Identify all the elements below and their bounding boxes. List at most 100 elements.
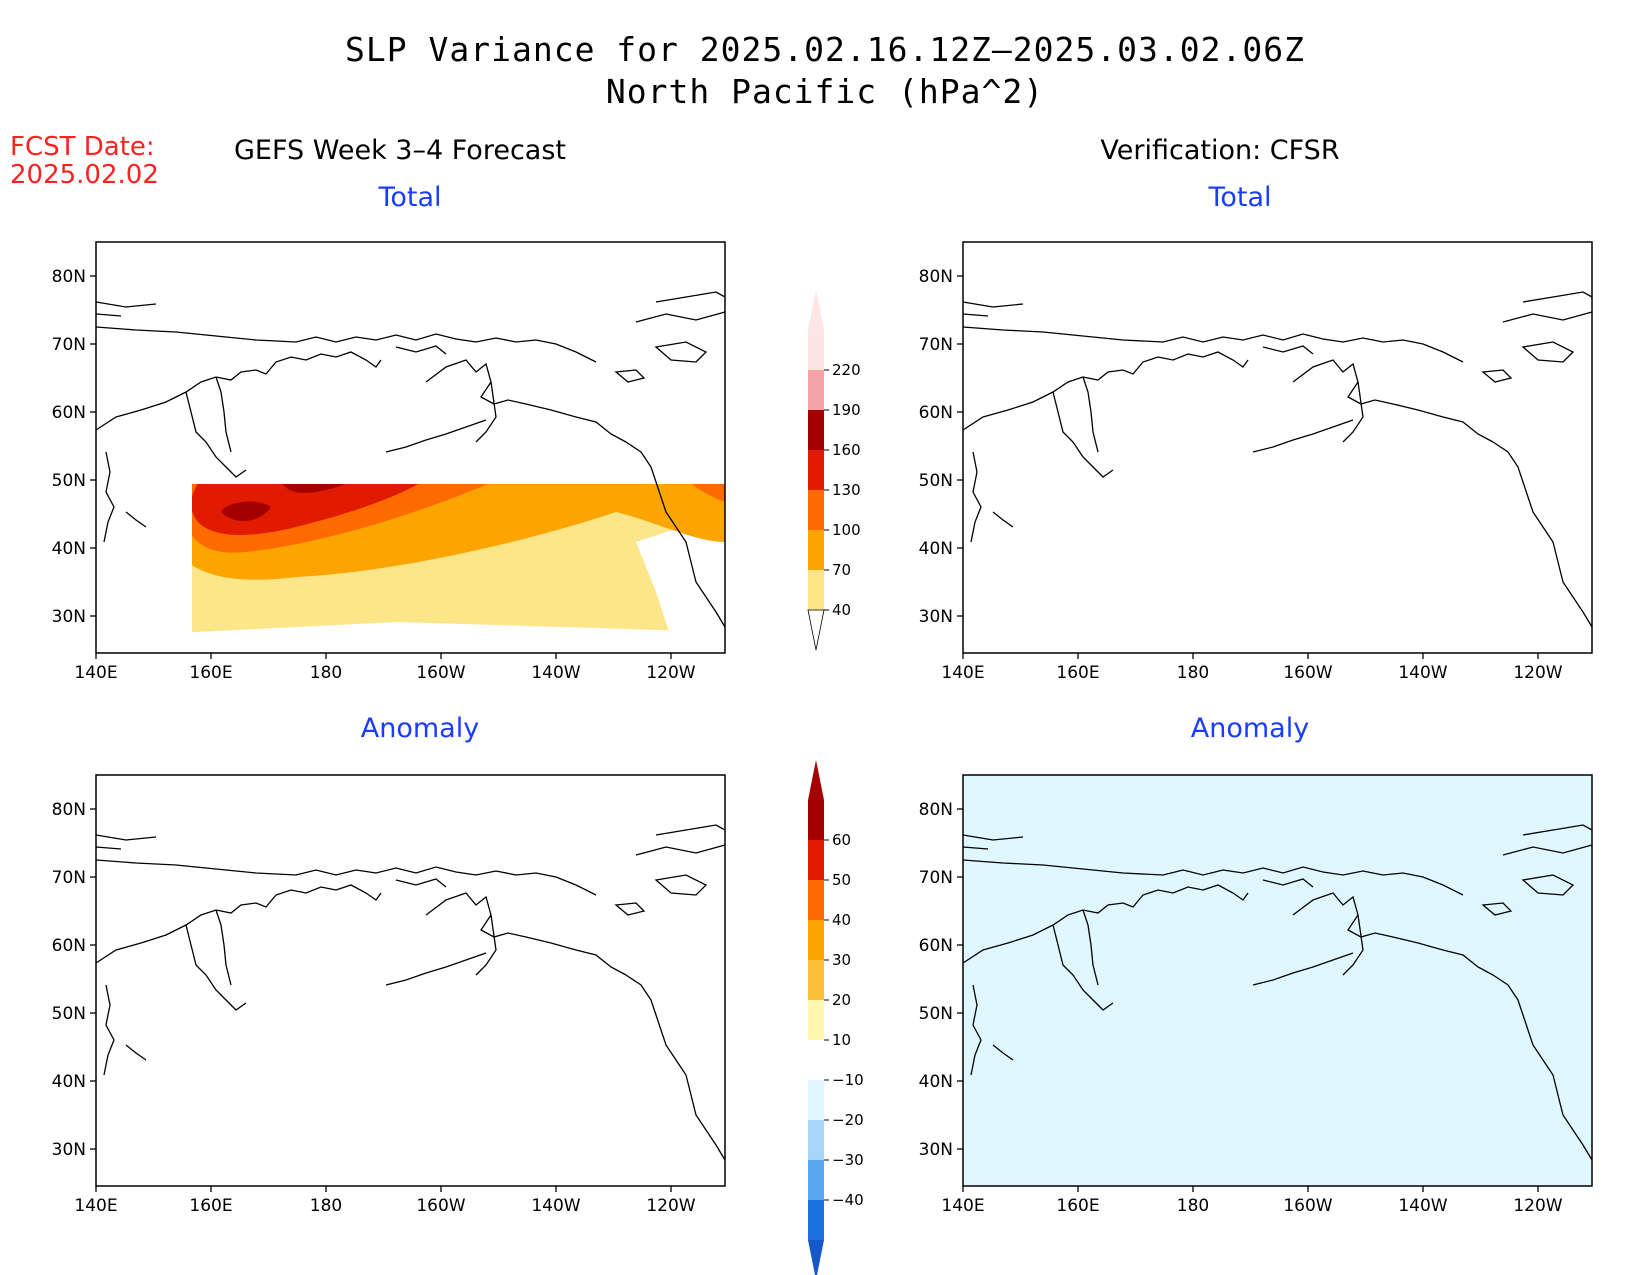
lon-tick-label: 140E: [941, 1196, 984, 1216]
colorbar-anomaly-label: −40: [832, 1191, 864, 1209]
lat-tick-label: 60N: [919, 403, 953, 423]
fcst-date: 2025.02.02: [10, 160, 159, 190]
colorbar-anomaly-swatch: [808, 840, 824, 880]
colorbar-anomaly-label: −10: [832, 1071, 864, 1089]
fcst-label: FCST Date:: [10, 132, 155, 162]
lon-tick-label: 180: [1177, 663, 1209, 683]
lat-tick-label: 80N: [52, 800, 86, 820]
lat-tick-label: 50N: [52, 471, 86, 491]
panel-label-total-right: Total: [1208, 182, 1272, 213]
lat-tick-label: 70N: [919, 868, 953, 888]
colorbar-anomaly-label: −20: [832, 1111, 864, 1129]
lon-tick-label: 140E: [74, 1196, 117, 1216]
colorbar-anomaly: 60 50 40 30 20 10 −10 −20 −30 −40: [808, 760, 864, 1275]
lat-tick-label: 40N: [52, 539, 86, 559]
panel-label-total-left: Total: [378, 182, 442, 213]
lon-tick-label: 160W: [1283, 663, 1332, 683]
colorbar-anomaly-label: 50: [832, 871, 851, 889]
map-gefs-total: [95, 241, 726, 654]
colorbar-anomaly-swatch: [808, 1160, 824, 1200]
map-gefs-anomaly: [95, 774, 726, 1187]
colorbar-anomaly-swatch: [808, 1120, 824, 1160]
colorbar-anomaly-swatch: [808, 800, 824, 840]
lon-tick-label: 160W: [416, 1196, 465, 1216]
colorbar-total-swatch: [808, 410, 824, 450]
lat-tick-label: 80N: [52, 267, 86, 287]
map-cfsr-anomaly: [962, 774, 1593, 1187]
colorbar-total-swatch: [808, 330, 824, 370]
lon-tick-label: 160W: [1283, 1196, 1332, 1216]
colorbar-anomaly-label: 60: [832, 831, 851, 849]
colorbar-total: 40 70 100 130 160 190 220: [807, 290, 861, 651]
colorbar-anomaly-label: 30: [832, 951, 851, 969]
colorbar-total-label: 220: [832, 361, 861, 379]
lon-tick-label: 140W: [531, 663, 580, 683]
lat-tick-label: 80N: [919, 267, 953, 287]
lat-tick-label: 50N: [52, 1004, 86, 1024]
lon-tick-label: 160W: [416, 663, 465, 683]
lat-tick-label: 30N: [52, 607, 86, 627]
colorbar-total-label: 40: [832, 601, 851, 619]
lon-tick-label: 160E: [1056, 663, 1099, 683]
map-cfsr-total: [962, 241, 1593, 654]
lon-tick-label: 180: [310, 663, 342, 683]
right-column-title: Verification: CFSR: [1100, 135, 1340, 166]
lon-tick-label: 140E: [941, 663, 984, 683]
lon-tick-label: 140W: [531, 1196, 580, 1216]
colorbar-total-label: 160: [832, 441, 861, 459]
colorbar-total-swatch: [808, 450, 824, 490]
lat-tick-label: 60N: [52, 936, 86, 956]
lon-tick-label: 120W: [646, 1196, 695, 1216]
lat-tick-label: 50N: [919, 471, 953, 491]
lon-tick-label: 180: [310, 1196, 342, 1216]
axes-layer: 80N 70N 60N 50N 40N 30N 140E 160E 180 160W 140W 120…: [52, 267, 1563, 1216]
lon-tick-label: 160E: [1056, 1196, 1099, 1216]
colorbar-total-swatch: [808, 530, 824, 570]
colorbar-anomaly-swatch: [808, 1080, 824, 1120]
lon-tick-label: 140E: [74, 663, 117, 683]
lat-tick-label: 70N: [52, 335, 86, 355]
lon-tick-label: 160E: [189, 1196, 232, 1216]
colorbar-total-swatch: [808, 570, 824, 610]
lat-tick-label: 40N: [52, 1072, 86, 1092]
colorbar-anomaly-label: −30: [832, 1151, 864, 1169]
colorbar-total-swatch: [808, 490, 824, 530]
lon-tick-label: 120W: [646, 663, 695, 683]
lat-tick-label: 60N: [919, 936, 953, 956]
colorbar-total-label: 100: [832, 521, 861, 539]
colorbar-anomaly-label: 40: [832, 911, 851, 929]
colorbar-anomaly-swatch: [808, 1200, 824, 1240]
lat-tick-label: 80N: [919, 800, 953, 820]
colorbar-anomaly-swatch: [808, 960, 824, 1000]
left-column-title: GEFS Week 3–4 Forecast: [233, 135, 566, 166]
main-subtitle: North Pacific (hPa^2): [605, 72, 1045, 111]
colorbar-total-label: 190: [832, 401, 861, 419]
colorbar-total-label: 130: [832, 481, 861, 499]
lon-tick-label: 140W: [1398, 663, 1447, 683]
lon-tick-label: 120W: [1513, 1196, 1562, 1216]
colorbar-total-label: 70: [832, 561, 851, 579]
lon-tick-label: 180: [1177, 1196, 1209, 1216]
lat-tick-label: 40N: [919, 1072, 953, 1092]
lat-tick-label: 30N: [919, 1140, 953, 1160]
colorbar-anomaly-swatch: [808, 1000, 824, 1040]
colorbar-anomaly-label: 20: [832, 991, 851, 1009]
main-title: SLP Variance for 2025.02.16.12Z–2025.03.…: [345, 30, 1305, 69]
colorbar-anomaly-swatch: [808, 1040, 824, 1080]
colorbar-anomaly-label: 10: [832, 1031, 851, 1049]
colorbar-total-swatch: [808, 370, 824, 410]
lat-tick-label: 50N: [919, 1004, 953, 1024]
colorbar-anomaly-swatch: [808, 920, 824, 960]
lon-tick-label: 160E: [189, 663, 232, 683]
panel-label-anomaly-right: Anomaly: [1190, 713, 1310, 744]
lat-tick-label: 70N: [919, 335, 953, 355]
lat-tick-label: 70N: [52, 868, 86, 888]
lat-tick-label: 40N: [919, 539, 953, 559]
lat-tick-label: 30N: [52, 1140, 86, 1160]
colorbar-anomaly-swatch: [808, 880, 824, 920]
lat-tick-label: 60N: [52, 403, 86, 423]
lat-tick-label: 30N: [919, 607, 953, 627]
panel-label-anomaly-left: Anomaly: [360, 713, 480, 744]
lon-tick-label: 140W: [1398, 1196, 1447, 1216]
